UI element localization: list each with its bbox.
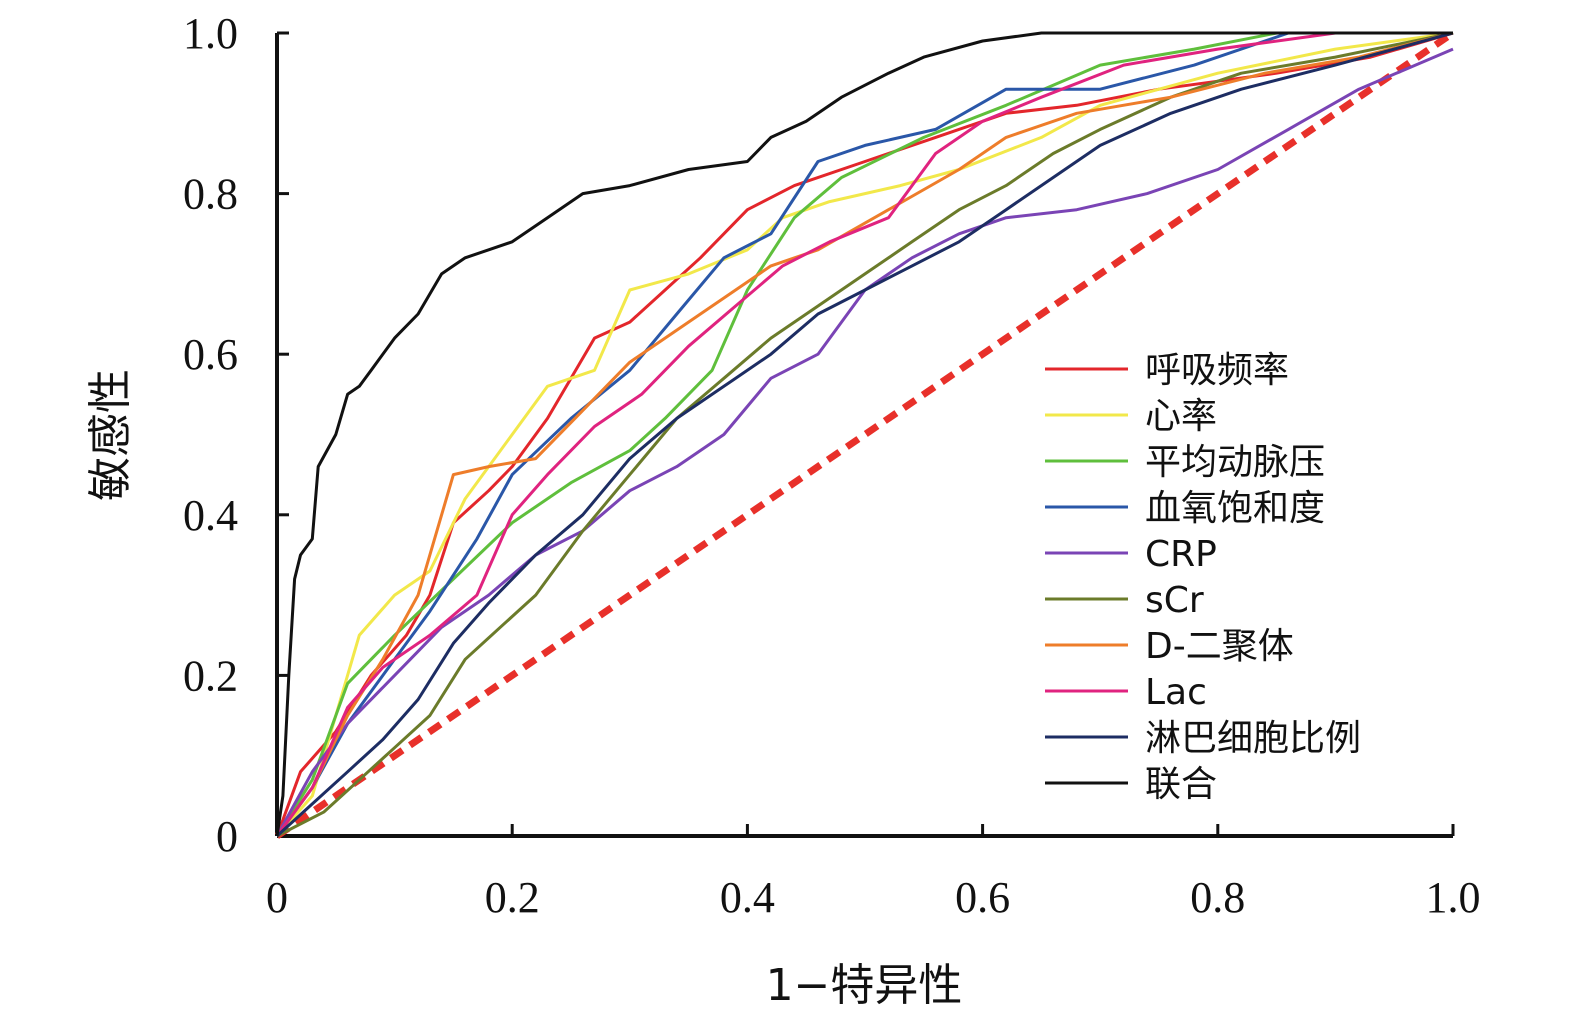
y-tick-label: 0.2 (183, 651, 238, 700)
legend-label: 联合 (1145, 764, 1217, 805)
reference-diagonal-line (275, 30, 1455, 839)
x-tick-label: 1.0 (1426, 873, 1481, 922)
legend-label: Lac (1145, 672, 1207, 713)
series-line-9 (275, 31, 1453, 837)
y-tick-label: 0 (216, 812, 238, 861)
legend-label: 呼吸频率 (1145, 350, 1289, 391)
legend-label: 心率 (1145, 396, 1217, 437)
series-line-7 (275, 31, 1453, 837)
x-tick-label: 0.4 (720, 873, 775, 922)
y-tick-label: 0.6 (183, 330, 238, 379)
y-tick-label: 0.8 (183, 170, 238, 219)
legend-label: 淋巴细胞比例 (1145, 718, 1361, 759)
legend-label: CRP (1145, 534, 1217, 575)
legend-label: sCr (1145, 580, 1204, 621)
series-line-6 (275, 31, 1454, 837)
series-line-3 (275, 31, 1453, 837)
axes (275, 33, 1453, 838)
series-line-1 (275, 31, 1454, 837)
x-tick-label: 0.6 (955, 873, 1010, 922)
y-tick-label: 1.0 (183, 9, 238, 58)
ticks: 0 0.2 0.4 0.6 0.8 1.0 0 0.2 0.4 0.6 0.8 1.0 (183, 9, 1481, 922)
legend-label: D-二聚体 (1145, 626, 1294, 667)
x-axis-title: 1−特异性 (766, 960, 963, 1011)
x-tick-label: 0.2 (485, 873, 540, 922)
y-tick-label: 0.4 (183, 491, 238, 540)
y-axis-title: 敏感性 (85, 369, 136, 501)
series-line-0 (275, 31, 1454, 837)
series-line-8 (275, 31, 1454, 838)
reference-line-group (275, 30, 1455, 839)
legend-label: 平均动脉压 (1145, 442, 1325, 483)
series-group (275, 31, 1454, 838)
x-tick-label: 0 (266, 873, 288, 922)
legend-label: 血氧饱和度 (1145, 488, 1325, 529)
series-line-4 (275, 47, 1454, 837)
x-tick-label: 0.8 (1190, 873, 1245, 922)
series-line-5 (276, 31, 1454, 838)
